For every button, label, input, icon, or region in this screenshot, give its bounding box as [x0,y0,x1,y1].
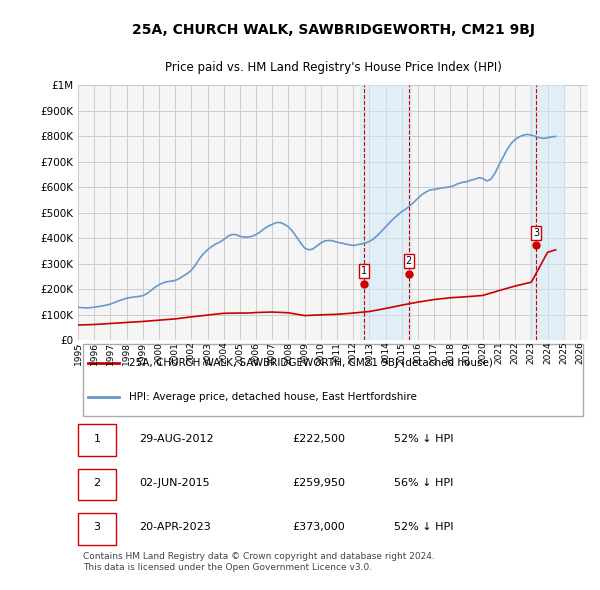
Bar [530,86,564,340]
Text: Price paid vs. HM Land Registry's House Price Index (HPI): Price paid vs. HM Land Registry's House … [164,61,502,74]
Text: 2: 2 [406,257,412,267]
Text: £259,950: £259,950 [292,478,345,488]
Text: 25A, CHURCH WALK, SAWBRIDGEWORTH, CM21 9BJ (detached house): 25A, CHURCH WALK, SAWBRIDGEWORTH, CM21 9… [129,358,493,368]
FancyBboxPatch shape [78,469,116,500]
Text: £373,000: £373,000 [292,523,345,532]
Text: 02-JUN-2015: 02-JUN-2015 [139,478,210,488]
FancyBboxPatch shape [78,424,116,456]
Text: 25A, CHURCH WALK, SAWBRIDGEWORTH, CM21 9BJ: 25A, CHURCH WALK, SAWBRIDGEWORTH, CM21 9… [131,23,535,37]
Text: 29-AUG-2012: 29-AUG-2012 [139,434,214,444]
Text: 52% ↓ HPI: 52% ↓ HPI [394,523,454,532]
Text: 1: 1 [94,434,100,444]
Text: £222,500: £222,500 [292,434,345,444]
FancyBboxPatch shape [78,513,116,545]
Text: HPI: Average price, detached house, East Hertfordshire: HPI: Average price, detached house, East… [129,392,417,402]
Text: 56% ↓ HPI: 56% ↓ HPI [394,478,454,488]
Text: 3: 3 [94,523,100,532]
Text: Contains HM Land Registry data © Crown copyright and database right 2024.
This d: Contains HM Land Registry data © Crown c… [83,552,435,572]
Text: 2: 2 [94,478,100,488]
Bar [360,86,411,340]
FancyBboxPatch shape [83,345,583,415]
Text: 52% ↓ HPI: 52% ↓ HPI [394,434,454,444]
Text: 3: 3 [533,228,539,238]
Text: 1: 1 [361,266,367,276]
Text: 20-APR-2023: 20-APR-2023 [139,523,211,532]
